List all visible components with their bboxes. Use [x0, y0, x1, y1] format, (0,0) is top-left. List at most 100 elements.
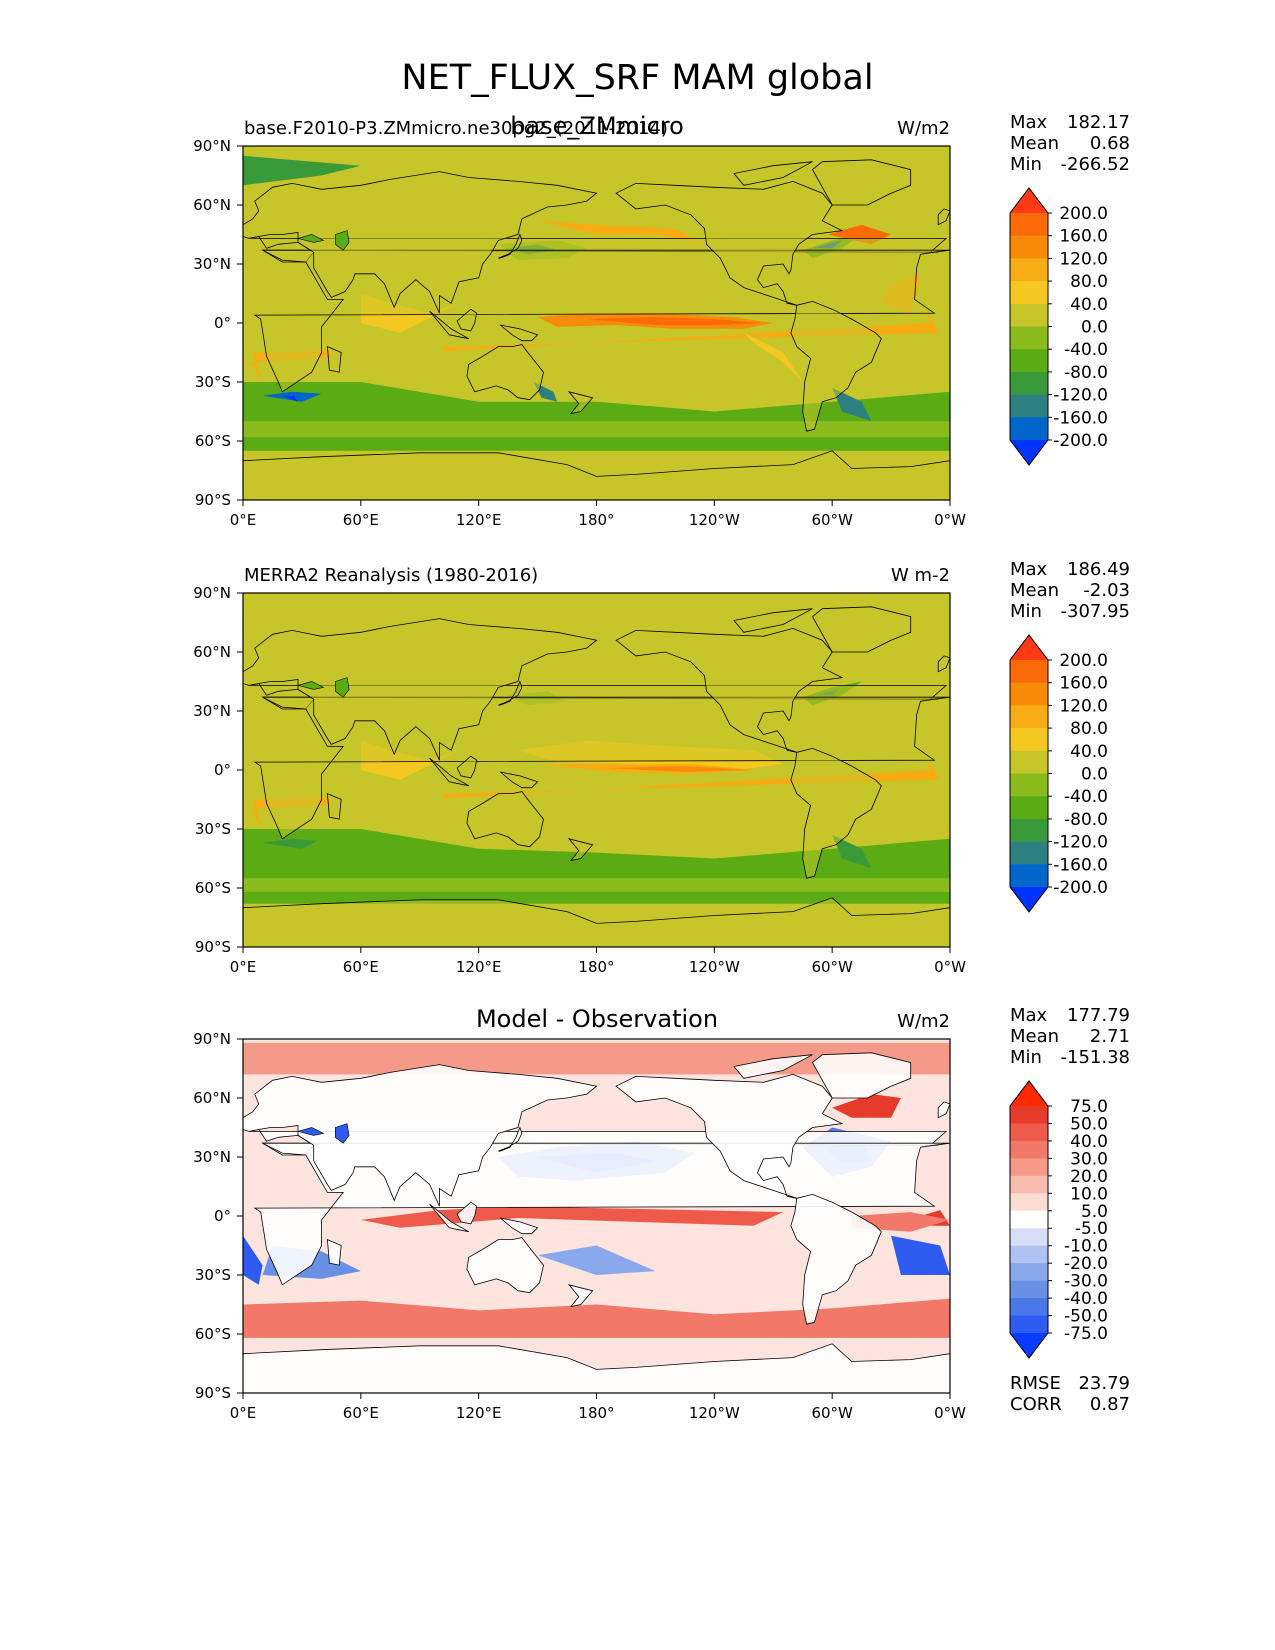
- colorbar-band-2: [1010, 1140, 1048, 1159]
- x-tick-label-6: 0°W: [934, 1404, 966, 1422]
- x-tick-label-4: 120°W: [689, 511, 740, 529]
- coastline-12: [500, 771, 539, 789]
- panel-2-mean-value: -2.03: [1083, 580, 1130, 601]
- y-tick-label-1: 60°N: [193, 196, 231, 214]
- y-tick-label-1: 60°N: [193, 643, 231, 661]
- panel-1-units: W/m2: [897, 118, 950, 139]
- coastline-4: [615, 627, 844, 753]
- colorbar-tick-label-0: 200.0: [1059, 651, 1108, 671]
- y-tick-label-5: 60°S: [195, 879, 231, 897]
- colorbar-tick-label-10: -30.0: [1064, 1272, 1108, 1292]
- field-region-9: [537, 1245, 656, 1275]
- colorbar-extend-bottom: [1010, 440, 1048, 465]
- y-tick-label-0: 90°N: [193, 584, 231, 602]
- colorbar-band-12: [1010, 1315, 1048, 1334]
- coastline-11: [456, 1201, 478, 1225]
- panel-1-max-value: 182.17: [1067, 112, 1130, 133]
- field-region-14: [243, 155, 361, 186]
- y-tick-label-2: 30°N: [193, 702, 231, 720]
- panel-2-min-value: -307.95: [1060, 601, 1130, 622]
- colorbar-tick-label-11: -40.0: [1064, 1289, 1108, 1309]
- field-region-6: [537, 220, 705, 245]
- colorbar-band-0: [1010, 213, 1048, 237]
- y-tick-label-2: 30°N: [193, 255, 231, 273]
- panel-1-left-title: base.F2010-P3.ZMmicro.ne30pg2_(2011-2014…: [244, 118, 668, 139]
- coastline-7: [243, 897, 950, 947]
- field-region-10: [891, 1235, 950, 1275]
- x-tick-label-0: 0°E: [230, 1404, 257, 1422]
- colorbar-band-6: [1010, 349, 1048, 373]
- y-tick-label-4: 30°S: [195, 820, 231, 838]
- colorbar-tick-label-9: -160.0: [1053, 855, 1108, 875]
- colorbar-tick-label-5: 10.0: [1070, 1184, 1108, 1204]
- x-tick-label-3: 180°: [578, 958, 614, 976]
- panel-3-max-label: Max: [1010, 1005, 1048, 1026]
- panel-2-left-title: MERRA2 Reanalysis (1980-2016): [244, 565, 539, 586]
- colorbar-band-1: [1010, 235, 1048, 259]
- coastline-15: [733, 608, 813, 633]
- colorbar-band-8: [1010, 841, 1048, 865]
- y-tick-label-5: 60°S: [195, 432, 231, 450]
- colorbar-band-7: [1010, 1228, 1048, 1247]
- field-region-15: [250, 303, 941, 382]
- coastline-13: [326, 345, 342, 373]
- colorbar-band-6: [1010, 1210, 1048, 1229]
- colorbar-tick-label-9: -160.0: [1053, 408, 1108, 428]
- panel-3-map: 0°E 60°E 120°E 180° 120°W 60°W 0°W 90°N 60°N 30°N…: [193, 1030, 966, 1422]
- coastline-11: [456, 755, 478, 779]
- coastline-7: [243, 450, 950, 500]
- x-tick-label-2: 120°E: [456, 1404, 502, 1422]
- colorbar-tick-label-1: 160.0: [1059, 674, 1108, 694]
- panel-3-min-label: Min: [1010, 1047, 1042, 1068]
- x-tick-label-3: 180°: [578, 511, 614, 529]
- y-tick-label-5: 60°S: [195, 1325, 231, 1343]
- colorbar-band-0: [1010, 1106, 1048, 1124]
- coastline-15: [733, 1054, 813, 1079]
- colorbar-extend-bottom: [1010, 887, 1048, 912]
- inland-sea-0: [335, 230, 350, 251]
- colorbar-band-2: [1010, 258, 1048, 282]
- colorbar-tick-label-2: 120.0: [1059, 696, 1108, 716]
- colorbar-band-5: [1010, 326, 1048, 350]
- colorbar-tick-label-4: 40.0: [1070, 742, 1108, 762]
- colorbar-band-3: [1010, 1158, 1048, 1177]
- rmse-label: RMSE: [1010, 1373, 1061, 1394]
- panel-2-mean-label: Mean: [1010, 580, 1060, 601]
- coastline-2: [243, 1064, 598, 1207]
- corr-label: CORR: [1010, 1394, 1062, 1415]
- colorbar-tick-label-2: 40.0: [1070, 1132, 1108, 1152]
- inland-sea-1: [296, 1127, 325, 1136]
- panel-2-units: W m-2: [890, 565, 950, 586]
- coastline-5: [790, 300, 882, 432]
- coastline-8: [498, 680, 523, 706]
- coastline-14: [567, 391, 594, 415]
- colorbar-band-6: [1010, 796, 1048, 820]
- colorbar-band-9: [1010, 1263, 1048, 1282]
- colorbar-tick-label-1: 160.0: [1059, 227, 1108, 247]
- colorbar-band-9: [1010, 864, 1048, 888]
- y-tick-label-2: 30°N: [193, 1148, 231, 1166]
- colorbar-tick-label-4: 20.0: [1070, 1167, 1108, 1187]
- colorbar-band-8: [1010, 394, 1048, 418]
- coastline-2: [243, 171, 598, 314]
- colorbar-tick-label-7: -5.0: [1075, 1219, 1108, 1239]
- panel-1-max-label: Max: [1010, 112, 1048, 133]
- colorbar-tick-label-7: -80.0: [1064, 810, 1108, 830]
- colorbar-extend-top: [1010, 635, 1048, 660]
- x-tick-label-4: 120°W: [689, 958, 740, 976]
- coastline-11: [456, 308, 478, 332]
- coastline-3: [466, 1237, 544, 1294]
- colorbar-band-3: [1010, 728, 1048, 752]
- panel-2-min-label: Min: [1010, 601, 1042, 622]
- coastline-13: [326, 792, 342, 820]
- x-tick-label-1: 60°E: [343, 958, 379, 976]
- colorbar-band-7: [1010, 371, 1048, 396]
- coastline-9: [937, 208, 950, 226]
- colorbar-tick-label-1: 50.0: [1070, 1114, 1108, 1134]
- colorbar-extend-bottom: [1010, 1333, 1048, 1358]
- colorbar-tick-label-5: 0.0: [1081, 765, 1108, 785]
- field-region-9: [250, 750, 941, 829]
- colorbar-tick-label-8: -120.0: [1053, 386, 1108, 406]
- field-region-7: [243, 1298, 950, 1338]
